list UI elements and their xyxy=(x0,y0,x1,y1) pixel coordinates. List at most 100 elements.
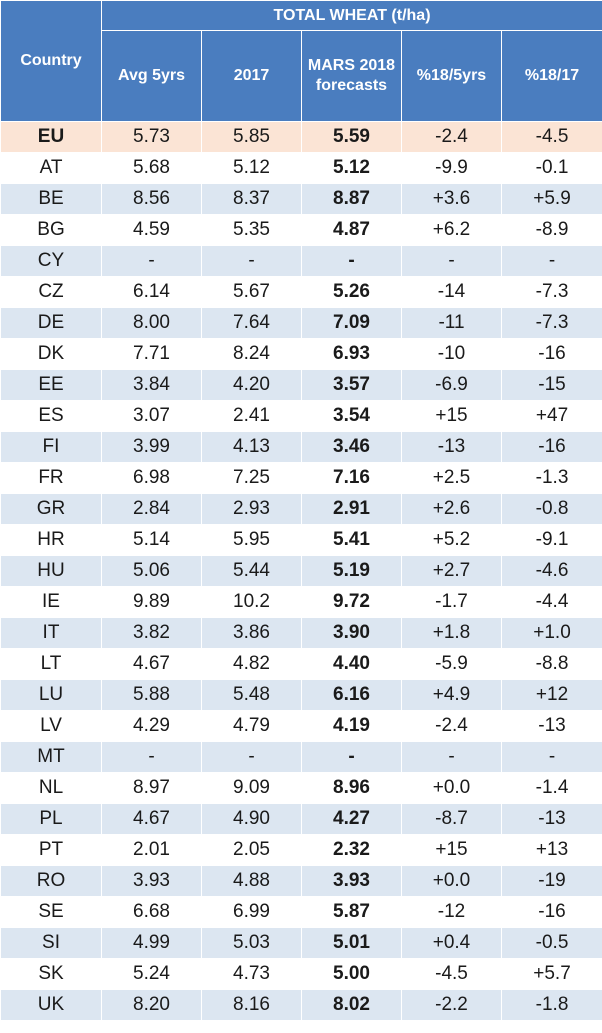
cell-country: LT xyxy=(0,648,102,680)
cell-pct-18-5yrs: -6.9 xyxy=(401,369,502,401)
cell-2017: 4.79 xyxy=(201,710,302,742)
cell-2017: 9.09 xyxy=(201,772,302,804)
table-row: EE 3.84 4.20 3.57 -6.9 -15 xyxy=(0,369,602,401)
cell-pct-18-17: -4.5 xyxy=(500,121,602,153)
cell-mars-2018: 6.93 xyxy=(301,338,402,370)
cell-country: HR xyxy=(0,524,102,556)
cell-2017: 4.82 xyxy=(201,648,302,680)
cell-2017: 4.88 xyxy=(201,865,302,897)
cell-mars-2018: 8.87 xyxy=(301,183,402,215)
cell-pct-18-5yrs: - xyxy=(401,245,502,277)
cell-2017: 8.24 xyxy=(201,338,302,370)
table-row: RO 3.93 4.88 3.93 +0.0 -19 xyxy=(0,865,602,897)
cell-avg-5yrs: 8.56 xyxy=(101,183,202,215)
table-row: SK 5.24 4.73 5.00 -4.5 +5.7 xyxy=(0,958,602,990)
cell-mars-2018: 7.09 xyxy=(301,307,402,339)
cell-2017: 3.86 xyxy=(201,617,302,649)
table-row: BG 4.59 5.35 4.87 +6.2 -8.9 xyxy=(0,214,602,246)
cell-avg-5yrs: 3.93 xyxy=(101,865,202,897)
table-row: FR 6.98 7.25 7.16 +2.5 -1.3 xyxy=(0,462,602,494)
table-row: HR 5.14 5.95 5.41 +5.2 -9.1 xyxy=(0,524,602,556)
cell-pct-18-5yrs: -8.7 xyxy=(401,803,502,835)
cell-pct-18-5yrs: -11 xyxy=(401,307,502,339)
header-avg-5yrs: Avg 5yrs xyxy=(101,30,202,122)
cell-country: PT xyxy=(0,834,102,866)
header-country: Country xyxy=(0,0,102,122)
cell-avg-5yrs: 3.07 xyxy=(101,400,202,432)
cell-2017: 7.25 xyxy=(201,462,302,494)
cell-country: EE xyxy=(0,369,102,401)
cell-2017: 8.37 xyxy=(201,183,302,215)
cell-avg-5yrs: 2.01 xyxy=(101,834,202,866)
table-row: CZ 6.14 5.67 5.26 -14 -7.3 xyxy=(0,276,602,308)
cell-country: BE xyxy=(0,183,102,215)
cell-2017: - xyxy=(201,741,302,773)
cell-avg-5yrs: 4.67 xyxy=(101,648,202,680)
cell-2017: 4.90 xyxy=(201,803,302,835)
cell-avg-5yrs: 4.99 xyxy=(101,927,202,959)
header-pct-18-5yrs: %18/5yrs xyxy=(401,30,502,122)
cell-pct-18-5yrs: -5.9 xyxy=(401,648,502,680)
table-row: BE 8.56 8.37 8.87 +3.6 +5.9 xyxy=(0,183,602,215)
cell-mars-2018: 3.90 xyxy=(301,617,402,649)
cell-pct-18-5yrs: +5.2 xyxy=(401,524,502,556)
cell-country: MT xyxy=(0,741,102,773)
cell-2017: - xyxy=(201,245,302,277)
cell-avg-5yrs: 5.88 xyxy=(101,679,202,711)
cell-avg-5yrs: 4.29 xyxy=(101,710,202,742)
cell-2017: 2.93 xyxy=(201,493,302,525)
table-title: TOTAL WHEAT (t/ha) xyxy=(100,0,602,31)
cell-avg-5yrs: 5.06 xyxy=(101,555,202,587)
cell-pct-18-17: -4.4 xyxy=(500,586,602,618)
cell-pct-18-5yrs: -2.4 xyxy=(401,710,502,742)
cell-country: EU xyxy=(0,121,102,153)
cell-country: RO xyxy=(0,865,102,897)
cell-country: GR xyxy=(0,493,102,525)
cell-avg-5yrs: 3.82 xyxy=(101,617,202,649)
cell-avg-5yrs: 5.24 xyxy=(101,958,202,990)
cell-pct-18-17: +47 xyxy=(500,400,602,432)
cell-avg-5yrs: 6.14 xyxy=(101,276,202,308)
cell-mars-2018: 5.26 xyxy=(301,276,402,308)
cell-mars-2018: 2.32 xyxy=(301,834,402,866)
cell-mars-2018: - xyxy=(301,741,402,773)
cell-pct-18-17: +5.7 xyxy=(500,958,602,990)
cell-2017: 4.13 xyxy=(201,431,302,463)
cell-pct-18-17: +1.0 xyxy=(500,617,602,649)
header-2017: 2017 xyxy=(201,30,302,122)
cell-pct-18-17: -16 xyxy=(500,431,602,463)
table-row: LU 5.88 5.48 6.16 +4.9 +12 xyxy=(0,679,602,711)
table-row: LV 4.29 4.79 4.19 -2.4 -13 xyxy=(0,710,602,742)
cell-avg-5yrs: 8.97 xyxy=(101,772,202,804)
table-row: PL 4.67 4.90 4.27 -8.7 -13 xyxy=(0,803,602,835)
cell-country: UK xyxy=(0,989,102,1021)
cell-2017: 5.44 xyxy=(201,555,302,587)
table-row: DK 7.71 8.24 6.93 -10 -16 xyxy=(0,338,602,370)
cell-country: BG xyxy=(0,214,102,246)
cell-pct-18-17: -16 xyxy=(500,338,602,370)
cell-2017: 4.73 xyxy=(201,958,302,990)
table-row: PT 2.01 2.05 2.32 +15 +13 xyxy=(0,834,602,866)
table-row: GR 2.84 2.93 2.91 +2.6 -0.8 xyxy=(0,493,602,525)
cell-country: HU xyxy=(0,555,102,587)
cell-pct-18-5yrs: -1.7 xyxy=(401,586,502,618)
cell-pct-18-17: -13 xyxy=(500,710,602,742)
cell-pct-18-17: -1.4 xyxy=(500,772,602,804)
cell-mars-2018: 4.87 xyxy=(301,214,402,246)
table-row: IE 9.89 10.2 9.72 -1.7 -4.4 xyxy=(0,586,602,618)
cell-mars-2018: 3.93 xyxy=(301,865,402,897)
table-row: SE 6.68 6.99 5.87 -12 -16 xyxy=(0,896,602,928)
cell-pct-18-17: -0.5 xyxy=(500,927,602,959)
cell-avg-5yrs: 8.20 xyxy=(101,989,202,1021)
cell-2017: 5.35 xyxy=(201,214,302,246)
table-row: AT 5.68 5.12 5.12 -9.9 -0.1 xyxy=(0,152,602,184)
cell-country: DE xyxy=(0,307,102,339)
cell-avg-5yrs: 8.00 xyxy=(101,307,202,339)
cell-pct-18-5yrs: -12 xyxy=(401,896,502,928)
cell-country: CZ xyxy=(0,276,102,308)
cell-mars-2018: 5.12 xyxy=(301,152,402,184)
header-mars-2018: MARS 2018 forecasts xyxy=(301,30,402,122)
cell-country: FI xyxy=(0,431,102,463)
cell-pct-18-5yrs: -2.2 xyxy=(401,989,502,1021)
cell-2017: 5.85 xyxy=(201,121,302,153)
